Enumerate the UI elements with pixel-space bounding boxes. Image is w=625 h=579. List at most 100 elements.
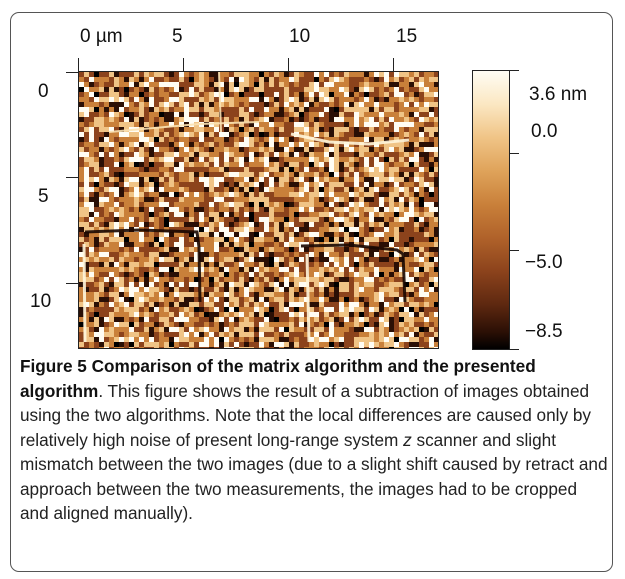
afm-pixel	[229, 127, 234, 132]
afm-pixel	[239, 267, 244, 272]
afm-pixel	[434, 262, 438, 267]
afm-pixel	[209, 247, 214, 252]
afm-pixel	[144, 152, 149, 157]
afm-pixel	[409, 267, 414, 272]
afm-pixel	[304, 342, 309, 347]
afm-pixel	[304, 212, 309, 217]
afm-pixel	[224, 347, 229, 348]
afm-pixel	[219, 132, 224, 137]
afm-pixel	[174, 72, 179, 77]
afm-pixel	[324, 257, 329, 262]
afm-pixel	[369, 157, 374, 162]
afm-pixel	[234, 142, 239, 147]
afm-pixel	[334, 252, 339, 257]
afm-pixel	[379, 277, 384, 282]
afm-pixel	[349, 227, 354, 232]
afm-pixel	[254, 347, 259, 348]
afm-pixel	[429, 147, 434, 152]
afm-pixel	[94, 172, 99, 177]
afm-pixel	[384, 107, 389, 112]
afm-pixel	[379, 212, 384, 217]
afm-pixel	[159, 187, 164, 192]
afm-pixel	[234, 117, 239, 122]
afm-pixel	[374, 262, 379, 267]
afm-pixel	[234, 97, 239, 102]
afm-pixel	[209, 72, 214, 77]
afm-pixel	[279, 297, 284, 302]
afm-pixel	[429, 292, 434, 297]
afm-pixel	[184, 162, 189, 167]
afm-pixel	[384, 232, 389, 237]
afm-pixel	[279, 147, 284, 152]
afm-pixel	[364, 172, 369, 177]
afm-pixel	[359, 167, 364, 172]
afm-pixel	[179, 247, 184, 252]
afm-pixel	[389, 317, 394, 322]
afm-pixel	[294, 327, 299, 332]
afm-pixel	[349, 312, 354, 317]
afm-pixel	[199, 257, 204, 262]
afm-pixel	[84, 347, 89, 348]
afm-pixel	[369, 72, 374, 77]
afm-pixel	[129, 217, 134, 222]
afm-pixel	[124, 207, 129, 212]
afm-pixel	[84, 112, 89, 117]
afm-pixel	[269, 82, 274, 87]
afm-pixel	[384, 317, 389, 322]
afm-pixel	[264, 257, 269, 262]
afm-pixel	[434, 197, 438, 202]
afm-pixel	[184, 302, 189, 307]
afm-pixel	[89, 92, 94, 97]
afm-pixel	[169, 267, 174, 272]
afm-pixel	[139, 192, 144, 197]
afm-pixel	[94, 247, 99, 252]
afm-pixel	[189, 187, 194, 192]
afm-pixel	[224, 197, 229, 202]
afm-pixel	[214, 232, 219, 237]
afm-pixel	[154, 302, 159, 307]
afm-pixel	[219, 317, 224, 322]
afm-pixel	[384, 147, 389, 152]
afm-pixel	[164, 202, 169, 207]
afm-pixel	[234, 72, 239, 77]
afm-pixel	[224, 72, 229, 77]
afm-pixel	[329, 87, 334, 92]
afm-pixel	[374, 107, 379, 112]
afm-pixel	[299, 132, 304, 137]
afm-pixel	[104, 122, 109, 127]
afm-pixel	[334, 282, 339, 287]
afm-pixel	[354, 162, 359, 167]
afm-pixel	[299, 167, 304, 172]
afm-pixel	[189, 337, 194, 342]
afm-pixel	[294, 302, 299, 307]
afm-pixel	[259, 182, 264, 187]
afm-pixel	[254, 182, 259, 187]
afm-pixel	[409, 257, 414, 262]
afm-pixel	[309, 337, 314, 342]
afm-pixel	[229, 112, 234, 117]
afm-pixel	[114, 167, 119, 172]
afm-pixel	[349, 212, 354, 217]
afm-pixel	[219, 137, 224, 142]
afm-pixel	[154, 182, 159, 187]
afm-pixel	[154, 247, 159, 252]
afm-pixel	[334, 322, 339, 327]
afm-pixel	[354, 262, 359, 267]
afm-pixel	[184, 112, 189, 117]
afm-pixel	[349, 297, 354, 302]
afm-pixel	[329, 137, 334, 142]
afm-pixel	[369, 137, 374, 142]
afm-pixel	[139, 102, 144, 107]
afm-pixel	[334, 117, 339, 122]
afm-pixel	[204, 307, 209, 312]
afm-pixel	[299, 142, 304, 147]
afm-pixel	[274, 202, 279, 207]
afm-pixel	[234, 182, 239, 187]
afm-pixel	[104, 77, 109, 82]
afm-pixel	[364, 207, 369, 212]
afm-pixel	[129, 297, 134, 302]
afm-pixel	[179, 257, 184, 262]
afm-pixel	[229, 187, 234, 192]
afm-pixel	[234, 77, 239, 82]
afm-pixel	[309, 167, 314, 172]
